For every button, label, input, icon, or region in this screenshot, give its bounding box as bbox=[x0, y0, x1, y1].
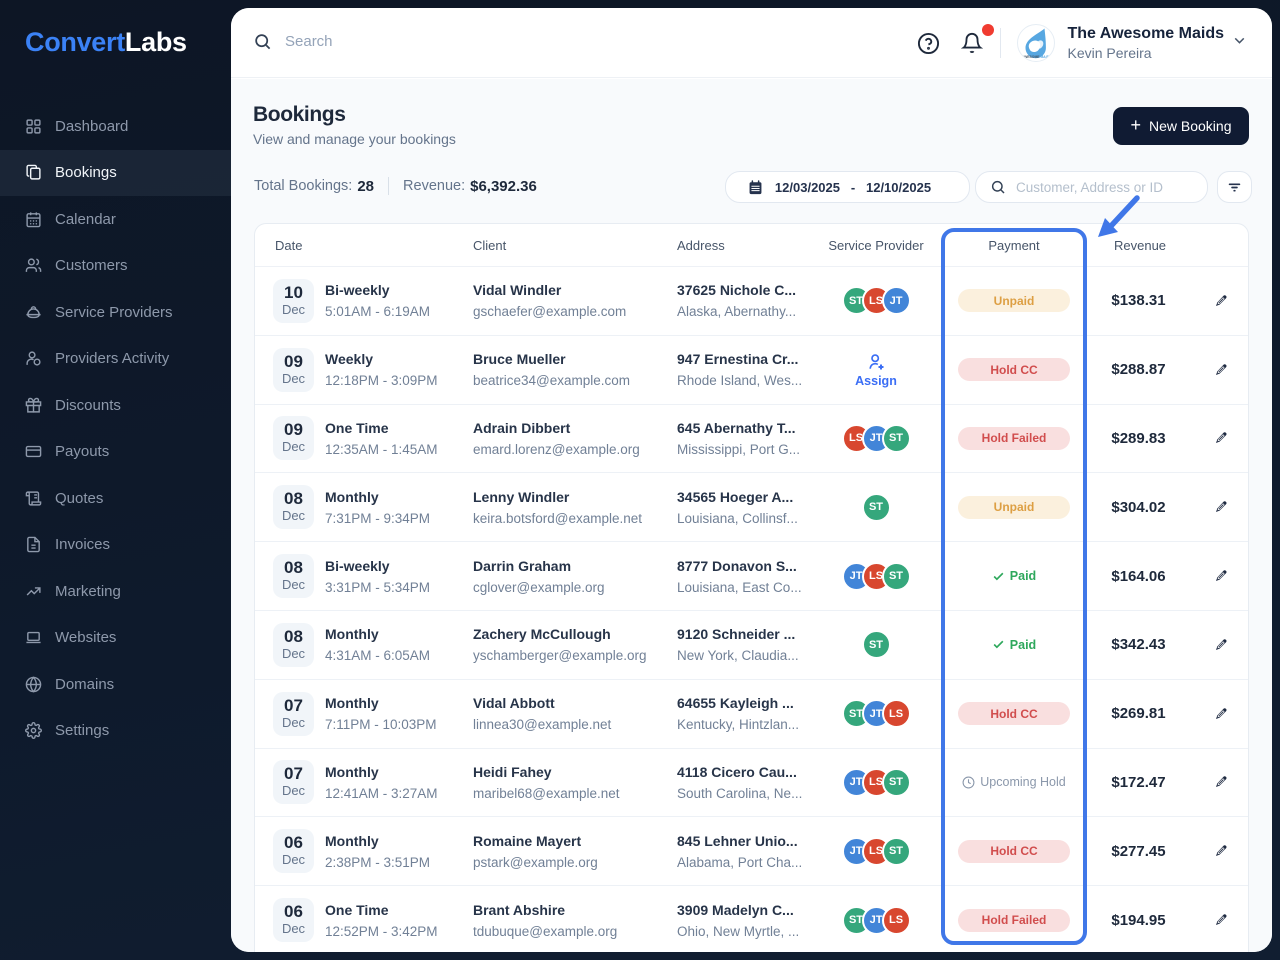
svg-text:AWESOME MAID: AWESOME MAID bbox=[1021, 55, 1049, 59]
